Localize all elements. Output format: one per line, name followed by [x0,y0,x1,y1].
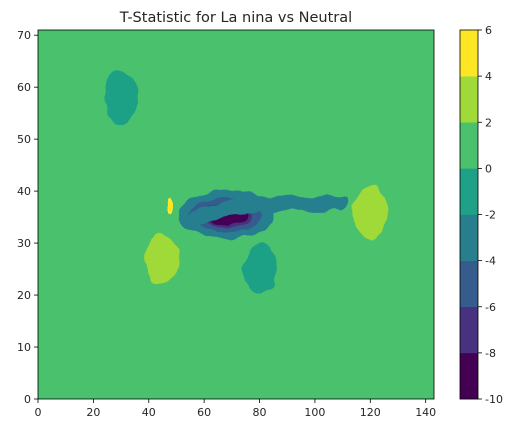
colorbar-tick-label: 2 [485,116,492,129]
colorbar-band [460,30,478,77]
colorbar-tick-label: -10 [485,393,503,406]
contour-regions [104,71,387,296]
x-tick-label: 60 [197,406,211,419]
y-axis: 0 10 20 30 40 50 60 70 [17,29,38,406]
colorbar-tick-label: 6 [485,24,492,37]
y-tick-label: 20 [17,289,31,302]
y-tick-label: 70 [17,29,31,42]
y-tick-label: 30 [17,237,31,250]
y-tick-label: 50 [17,133,31,146]
colorbar-band [460,214,478,261]
x-tick-label: 100 [304,406,325,419]
x-tick-label: 20 [86,406,100,419]
contour-negative-patch-5 [104,71,138,124]
colorbar-tick-label: -8 [485,347,496,360]
y-tick-label: 40 [17,185,31,198]
colorbar-tick-label: 4 [485,70,492,83]
colorbar-bands [460,30,478,400]
y-tick-label: 0 [24,393,31,406]
plot-frame [37,29,435,400]
x-tick-label: 80 [253,406,267,419]
colorbar-band [460,260,478,308]
contour-fill-layer [104,71,387,296]
contour-negative-patch-6 [242,243,277,296]
chart-title: T-Statistic for La nina vs Neutral [119,10,352,26]
colorbar-band [460,306,478,354]
colorbar-tick-label: 0 [485,162,492,175]
x-axis: 0 20 40 60 80 100 120 140 [35,399,436,419]
contour-positive-patch-3 [353,185,387,238]
colorbar-band [460,352,478,400]
colorbar-band [460,122,478,169]
contour-positive-patch-2 [146,232,180,285]
colorbar-tick-label: -2 [485,209,496,222]
colorbar-ticks: -10 -8 -6 -4 -2 0 2 4 6 [478,24,503,406]
colorbar-tick-label: -6 [485,301,496,314]
colorbar-band [460,76,478,123]
y-tick-label: 10 [17,341,31,354]
y-tick-label: 60 [17,81,31,94]
colorbar-band [460,168,478,215]
colorbar-tick-label: -4 [485,255,496,268]
plot-area [37,29,435,400]
x-tick-label: 140 [415,406,436,419]
contour-negative-ridge-1 [190,196,351,225]
x-tick-label: 120 [360,406,381,419]
contour-positive-patch-4 [164,198,172,215]
x-tick-label: 0 [35,406,42,419]
x-tick-label: 40 [142,406,156,419]
colorbar: -10 -8 -6 -4 -2 0 2 4 6 [459,24,503,406]
